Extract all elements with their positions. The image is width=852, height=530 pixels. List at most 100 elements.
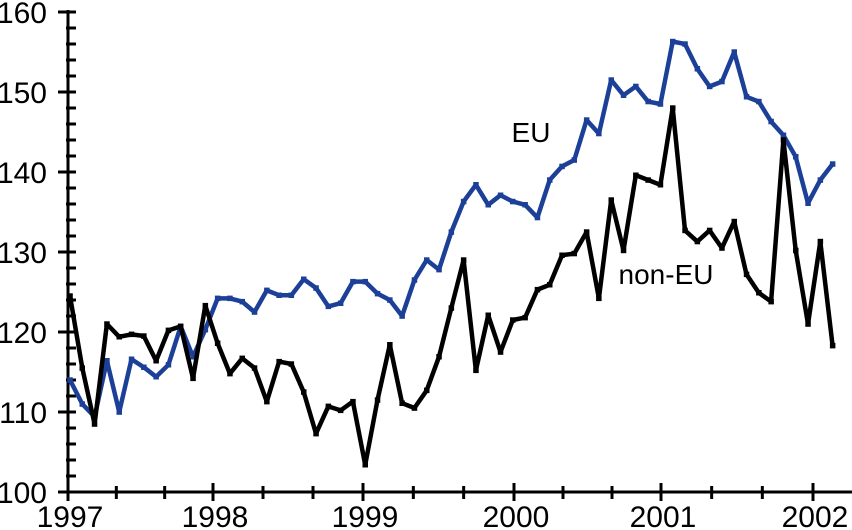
non-eu-data-point-marker: [350, 398, 356, 405]
non-eu-data-point-marker: [547, 282, 553, 288]
non-eu-data-point-marker: [67, 293, 73, 299]
non-eu-data-point-marker: [497, 349, 504, 355]
y-axis-tick-label: 160: [0, 0, 47, 30]
non-eu-data-point-marker: [793, 247, 799, 254]
non-eu-data-point-marker: [288, 361, 295, 367]
non-eu-data-point-marker: [633, 172, 639, 178]
non-eu-data-point-marker: [301, 389, 307, 395]
non-eu-data-point-marker: [387, 342, 393, 348]
non-eu-data-point-marker: [190, 375, 196, 382]
non-eu-data-point-marker: [694, 238, 701, 245]
non-eu-data-point-marker: [608, 197, 614, 203]
eu-data-point-marker: [399, 313, 405, 319]
x-axis-tick-label: 2001: [630, 501, 697, 530]
eu-data-point-marker: [780, 132, 787, 138]
non-eu-data-point-marker: [424, 387, 430, 394]
eu-data-point-marker: [67, 377, 73, 383]
eu-data-point-marker: [473, 182, 479, 188]
non-eu-data-point-marker: [510, 317, 516, 323]
eu-series-label: EU: [512, 117, 551, 148]
non-eu-data-point-marker: [399, 400, 405, 406]
non-eu-data-point-marker: [731, 218, 737, 225]
eu-data-point-marker: [374, 290, 381, 297]
non-eu-data-point-marker: [473, 367, 479, 374]
non-eu-data-point-marker: [313, 430, 319, 437]
x-axis-tick-label: 2002: [782, 501, 849, 530]
non-eu-data-point-marker: [79, 365, 85, 371]
eu-data-point-marker: [583, 117, 590, 123]
non-eu-data-point-marker: [104, 321, 110, 327]
eu-series-line: [67, 39, 835, 420]
non-eu-data-point-marker: [448, 305, 455, 311]
non-eu-data-point-marker: [670, 105, 676, 111]
non-eu-data-point-marker: [202, 302, 209, 309]
eu-data-point-marker: [522, 202, 528, 208]
non-eu-data-point-marker: [116, 334, 122, 340]
non-eu-data-point-marker: [276, 358, 282, 365]
eu-data-point-marker: [645, 98, 651, 105]
non-eu-data-point-marker: [374, 397, 381, 403]
non-eu-data-point-marker: [165, 327, 172, 334]
eu-data-point-marker: [313, 285, 319, 291]
non-eu-series-line: [67, 105, 835, 468]
non-eu-data-point-marker: [337, 407, 344, 414]
non-eu-data-point-marker: [251, 365, 258, 371]
eu-data-point-marker: [436, 266, 442, 273]
non-eu-data-point-marker: [91, 421, 98, 427]
x-axis-tick-label: 1999: [332, 501, 399, 530]
non-eu-data-point-marker: [227, 370, 233, 377]
eu-data-point-marker: [165, 362, 172, 368]
eu-data-point-marker: [694, 66, 701, 72]
eu-data-point-marker: [276, 292, 282, 298]
eu-data-point-marker: [264, 287, 270, 294]
y-axis-tick-label: 130: [0, 237, 47, 270]
non-eu-data-point-marker: [153, 358, 159, 364]
eu-data-point-marker: [768, 118, 774, 125]
eu-data-point-marker: [301, 276, 307, 282]
eu-data-point-marker: [620, 92, 627, 98]
eu-data-point-marker: [706, 83, 713, 90]
y-axis-tick-label: 100: [0, 477, 47, 510]
eu-data-point-marker: [362, 278, 368, 285]
non-eu-data-point-marker: [682, 227, 688, 234]
eu-data-point-marker: [571, 157, 577, 163]
non-eu-data-point-marker: [706, 227, 713, 234]
non-eu-data-point-marker: [177, 323, 184, 330]
eu-data-point-marker: [485, 202, 491, 208]
eu-data-point-marker: [633, 83, 639, 90]
eu-data-point-marker: [288, 292, 295, 298]
non-eu-data-point-marker: [128, 331, 135, 338]
eu-data-point-marker: [817, 177, 824, 183]
eu-data-point-marker: [731, 49, 737, 55]
eu-data-point-marker: [128, 356, 135, 362]
eu-data-point-marker: [460, 198, 467, 205]
eu-data-point-marker: [337, 300, 344, 306]
eu-data-point-marker: [104, 358, 110, 364]
non-eu-data-point-marker: [817, 238, 824, 245]
non-eu-data-point-marker: [559, 252, 565, 258]
non-eu-data-point-marker: [534, 286, 541, 293]
non-eu-data-point-marker: [411, 405, 418, 411]
y-axis-tick-label: 150: [0, 77, 47, 110]
eu-data-point-marker: [829, 161, 836, 167]
non-eu-data-point-marker: [805, 321, 811, 327]
eu-data-point-marker: [719, 78, 725, 85]
eu-data-point-marker: [387, 297, 393, 303]
non-eu-series-label: non-EU: [619, 259, 714, 290]
eu-data-point-marker: [448, 229, 455, 235]
eu-data-point-marker: [743, 94, 750, 100]
eu-data-point-marker: [141, 364, 147, 370]
non-eu-data-point-marker: [645, 177, 651, 183]
eu-data-point-marker: [325, 303, 332, 310]
eu-data-point-marker: [350, 278, 356, 285]
non-eu-data-point-marker: [657, 182, 664, 188]
y-axis-tick-label: 120: [0, 317, 47, 350]
eu-data-point-marker: [79, 401, 85, 407]
eu-data-point-marker: [116, 409, 122, 415]
eu-data-point-marker: [190, 354, 196, 360]
non-eu-data-point-marker: [264, 398, 270, 405]
non-eu-data-point-marker: [596, 295, 602, 302]
eu-data-point-marker: [756, 98, 762, 105]
